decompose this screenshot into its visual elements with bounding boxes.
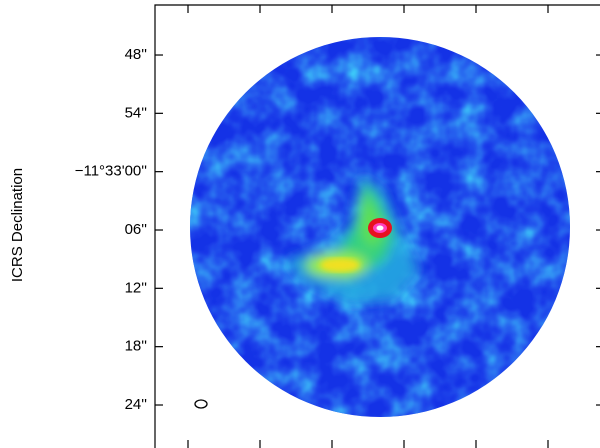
y-tick-label: 12'' [125, 279, 148, 296]
y-tick-label: 24'' [125, 396, 148, 413]
y-tick-label: 18'' [125, 338, 148, 355]
y-tick-label: 48'' [125, 46, 148, 63]
y-tick-label: 06'' [125, 221, 148, 238]
radio-map [190, 37, 570, 417]
frame [154, 4, 600, 448]
y-axis-label: ICRS Declination [9, 168, 26, 282]
x-tick-marks [187, 5, 549, 448]
y-tick-label: −11°33'00'' [75, 163, 147, 180]
beam [194, 399, 208, 409]
y-tick-label: 54'' [125, 104, 148, 121]
